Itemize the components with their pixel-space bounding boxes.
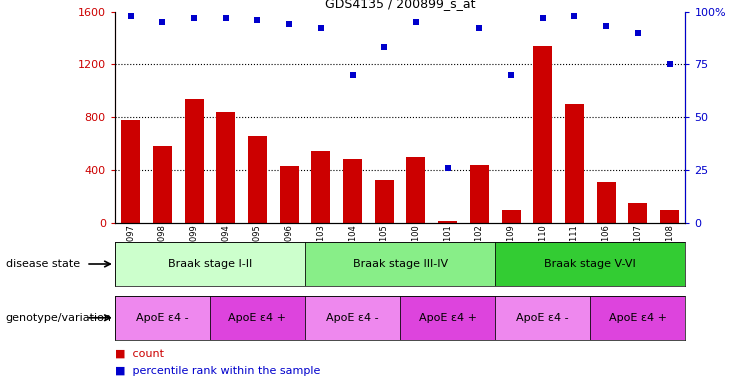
Text: ApoE ε4 +: ApoE ε4 +	[419, 313, 476, 323]
Text: ApoE ε4 -: ApoE ε4 -	[516, 313, 569, 323]
Point	[568, 13, 580, 19]
Bar	[660, 210, 679, 223]
Bar	[185, 99, 204, 223]
Bar	[438, 222, 457, 223]
Point	[220, 15, 232, 21]
Bar	[591, 296, 685, 340]
Point	[505, 72, 517, 78]
Bar	[153, 146, 172, 223]
Bar	[122, 120, 140, 223]
Bar	[115, 242, 305, 286]
Bar	[311, 151, 330, 223]
Bar	[248, 136, 267, 223]
Bar	[375, 180, 393, 223]
Text: disease state: disease state	[6, 259, 80, 269]
Text: genotype/variation: genotype/variation	[6, 313, 112, 323]
Bar	[628, 203, 648, 223]
Point	[536, 15, 548, 21]
Bar	[400, 296, 495, 340]
Text: ■  percentile rank within the sample: ■ percentile rank within the sample	[115, 366, 320, 376]
Point	[251, 17, 264, 23]
Point	[600, 23, 612, 30]
Point	[283, 21, 295, 27]
Point	[473, 25, 485, 31]
Bar	[495, 296, 591, 340]
Bar	[534, 46, 552, 223]
Bar	[115, 296, 210, 340]
Bar	[343, 159, 362, 223]
Text: Braak stage V-VI: Braak stage V-VI	[545, 259, 637, 269]
Point	[664, 61, 676, 68]
Bar	[495, 242, 685, 286]
Bar	[279, 166, 299, 223]
Text: ApoE ε4 -: ApoE ε4 -	[326, 313, 379, 323]
Title: GDS4135 / 200899_s_at: GDS4135 / 200899_s_at	[325, 0, 476, 10]
Point	[379, 44, 391, 50]
Bar	[470, 165, 489, 223]
Text: ApoE ε4 +: ApoE ε4 +	[609, 313, 667, 323]
Point	[156, 19, 168, 25]
Text: ApoE ε4 +: ApoE ε4 +	[228, 313, 287, 323]
Point	[188, 15, 200, 21]
Point	[442, 165, 453, 171]
Point	[632, 30, 644, 36]
Point	[410, 19, 422, 25]
Text: ApoE ε4 -: ApoE ε4 -	[136, 313, 189, 323]
Text: ■  count: ■ count	[115, 349, 164, 359]
Bar	[597, 182, 616, 223]
Bar	[565, 104, 584, 223]
Point	[124, 13, 136, 19]
Bar	[305, 296, 400, 340]
Text: Braak stage I-II: Braak stage I-II	[167, 259, 252, 269]
Bar	[216, 112, 236, 223]
Point	[347, 72, 359, 78]
Bar	[210, 296, 305, 340]
Bar	[502, 210, 521, 223]
Point	[315, 25, 327, 31]
Bar	[305, 242, 495, 286]
Text: Braak stage III-IV: Braak stage III-IV	[353, 259, 448, 269]
Bar	[407, 157, 425, 223]
